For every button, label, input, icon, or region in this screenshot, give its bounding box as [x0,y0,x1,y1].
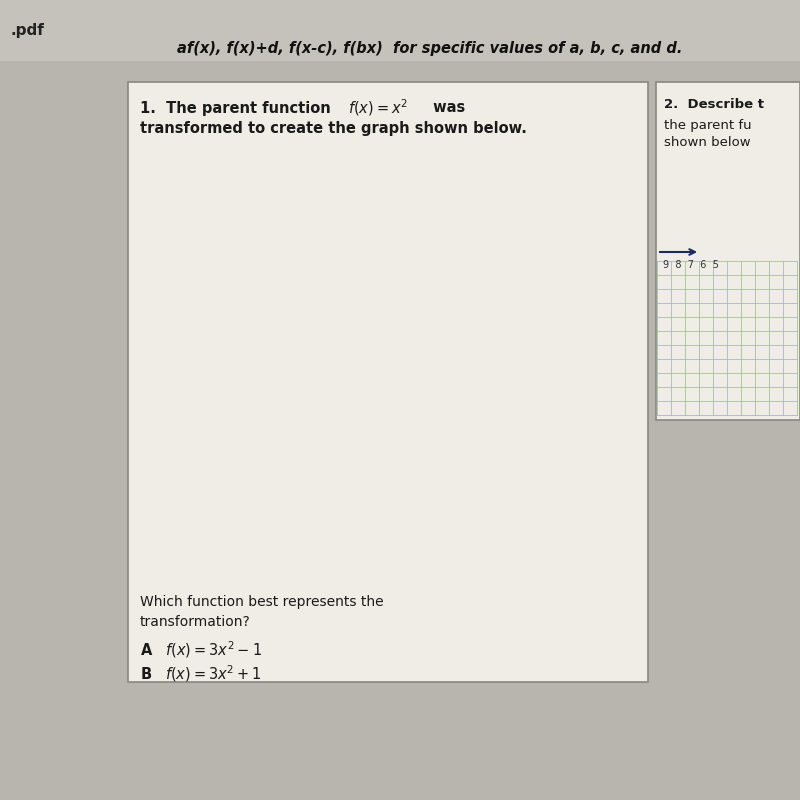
Bar [0,0,800,60]
Bar [656,82,800,420]
Text: 6: 6 [540,391,546,400]
Text: 1: 1 [418,391,424,400]
Text: 3: 3 [382,313,387,322]
Text: $f(x) = x^2$: $f(x) = x^2$ [348,98,408,118]
Text: -8: -8 [198,391,206,400]
Text: -4: -4 [295,391,304,400]
Text: the parent fu: the parent fu [664,118,752,131]
Text: 1: 1 [382,356,387,366]
Text: -1: -1 [368,391,377,400]
Text: -7: -7 [378,530,387,538]
Text: x: x [618,362,626,375]
Text: -5: -5 [378,486,387,495]
Text: -8: -8 [378,551,387,561]
Text: 2: 2 [442,391,448,400]
Text: af(x), f(x)+d, f(x-c), f(bx)  for specific values of a, b, c, and d.: af(x), f(x)+d, f(x-c), f(bx) for specifi… [178,41,682,55]
Text: was: was [428,101,466,115]
Text: shown below: shown below [664,137,750,150]
Text: 4: 4 [491,391,497,400]
Text: transformation?: transformation? [140,615,250,629]
Text: -3: -3 [319,391,328,400]
Text: -5: -5 [270,391,279,400]
Text: 2: 2 [382,334,387,343]
Text: 1.  The parent function: 1. The parent function [140,101,336,115]
Text: $\mathbf{B}$   $f(x) = 3x^2 + 1$: $\mathbf{B}$ $f(x) = 3x^2 + 1$ [140,664,262,684]
Text: 9  8  7  6  5: 9 8 7 6 5 [663,260,719,270]
Text: 8: 8 [589,391,594,400]
Text: -7: -7 [222,391,231,400]
Text: -6: -6 [378,508,387,517]
Text: Which function best represents the: Which function best represents the [140,595,384,609]
Text: 3: 3 [467,391,473,400]
Text: -3: -3 [378,443,387,452]
Text: .pdf: .pdf [10,22,44,38]
Text: -4: -4 [378,465,387,474]
Text: -1: -1 [378,399,387,409]
Text: -2: -2 [378,422,387,430]
Text: 7: 7 [565,391,570,400]
Text: 5: 5 [382,270,387,278]
Bar [128,82,648,682]
Text: 6: 6 [382,248,387,257]
Text: 4: 4 [382,291,387,300]
Text: 2.  Describe t: 2. Describe t [664,98,764,111]
Text: -2: -2 [344,391,353,400]
Text: transformed to create the graph shown below.: transformed to create the graph shown be… [140,121,527,135]
Text: y: y [403,172,410,185]
Text: 7: 7 [382,226,387,235]
Text: 5: 5 [516,391,522,400]
Text: -6: -6 [246,391,255,400]
Text: 8: 8 [382,204,387,214]
Text: $\mathbf{A}$   $f(x) = 3x^2 - 1$: $\mathbf{A}$ $f(x) = 3x^2 - 1$ [140,640,262,660]
